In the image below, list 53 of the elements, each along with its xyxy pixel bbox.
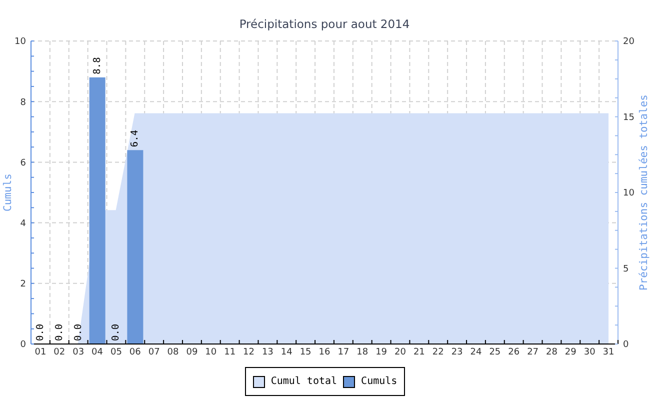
x-tick-label: 15	[300, 347, 312, 358]
x-tick-label: 09	[186, 347, 198, 358]
x-tick-label: 16	[318, 347, 330, 358]
legend-label: Cumul total	[270, 376, 338, 387]
y-tick-label: 8	[20, 98, 26, 108]
legend-label: Cumuls	[360, 376, 398, 387]
x-tick-label: 22	[432, 347, 444, 358]
x-tick-label: 31	[602, 347, 614, 358]
x-tick-label: 28	[546, 347, 558, 358]
x-tick-label: 14	[280, 347, 293, 358]
x-tick-label: 18	[356, 347, 368, 358]
x-tick-label: 10	[205, 347, 217, 358]
x-tick-label: 11	[224, 347, 236, 358]
y-axis-title: Cumuls	[2, 174, 14, 212]
y-tick-label: 2	[20, 280, 26, 290]
x-tick-label: 13	[262, 347, 274, 358]
x-tick-label: 23	[451, 347, 463, 358]
x-tick-label: 29	[564, 347, 577, 358]
y2-axis-title: Précipitations cumulées totales	[638, 94, 650, 290]
data-label: 0.0	[110, 324, 122, 341]
x-tick-label: 02	[54, 347, 66, 358]
data-label: 8.8	[92, 56, 103, 74]
x-tick-label: 17	[338, 347, 350, 358]
x-tick-label: 05	[110, 347, 122, 358]
x-tick-label: 07	[148, 347, 160, 358]
x-tick-label: 30	[584, 347, 596, 358]
x-tick-label: 25	[489, 347, 501, 358]
x-tick-label: 04	[92, 347, 104, 358]
x-tick-label: 06	[129, 347, 142, 358]
x-tick-label: 27	[527, 347, 539, 358]
chart-title: Précipitations pour aout 2014	[238, 17, 411, 31]
y-tick-label: 4	[20, 218, 26, 229]
data-label: 0.0	[72, 324, 84, 341]
x-tick-label: 01	[34, 347, 46, 358]
x-tick-label: 19	[376, 347, 388, 358]
x-tick-label: 26	[508, 347, 520, 358]
data-label: 0.0	[34, 324, 46, 341]
data-label: 6.4	[130, 130, 141, 148]
y2-tick-label: 15	[623, 112, 634, 123]
x-tick-label: 12	[243, 347, 254, 358]
x-tick-label: 03	[72, 347, 84, 358]
y2-tick-label: 0	[623, 340, 629, 350]
y2-tick-label: 20	[623, 37, 635, 48]
y2-tick-label: 5	[623, 264, 629, 274]
x-tick-label: 20	[394, 347, 406, 358]
y-tick-label: 10	[14, 37, 26, 48]
y-tick-label: 0	[20, 340, 26, 350]
x-tick-label: 08	[167, 347, 180, 358]
y2-tick-label: 10	[623, 188, 635, 199]
y-tick-label: 6	[20, 158, 26, 168]
data-label: 0.0	[54, 324, 65, 341]
x-tick-label: 24	[470, 347, 482, 358]
x-tick-label: 21	[413, 347, 425, 358]
